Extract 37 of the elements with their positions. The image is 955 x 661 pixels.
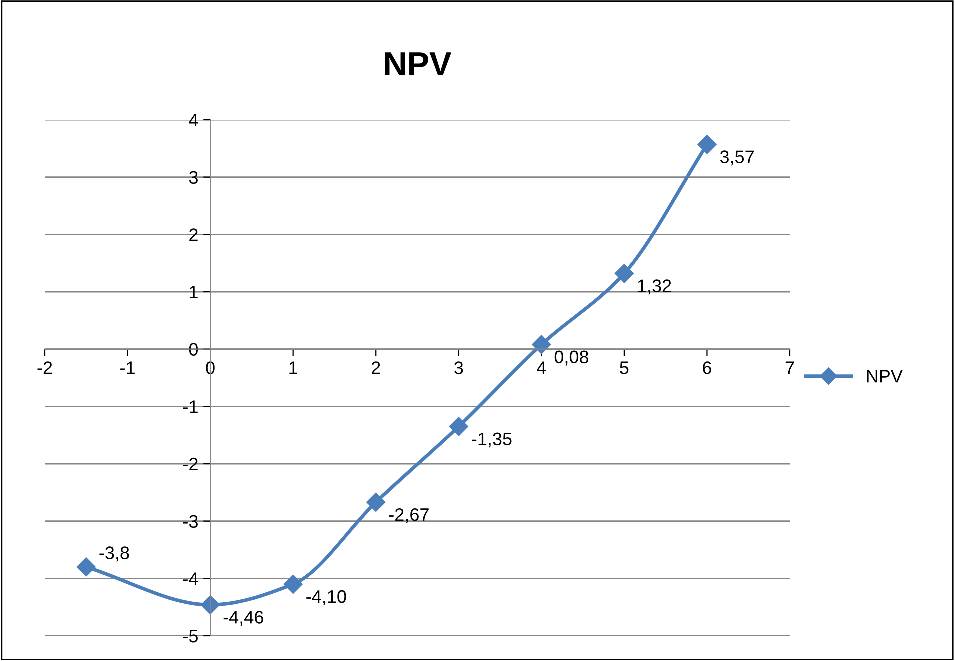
x-tick-label: -1 [120, 362, 135, 374]
x-tick-label: 6 [703, 362, 712, 374]
y-tick-label: -2 [184, 458, 198, 471]
y-tick-label: 1 [190, 286, 198, 299]
x-tick-label: 7 [786, 362, 794, 374]
chart-title: NPV [385, 52, 452, 76]
y-tick-label: 3 [189, 171, 198, 184]
point [698, 135, 717, 154]
data-label: -4,46 [224, 611, 264, 626]
legend-label: NPV [867, 370, 903, 383]
x-tick-label: 3 [454, 362, 464, 374]
point [614, 264, 634, 284]
data-label: -1,35 [472, 432, 512, 448]
y-tick-label: 0 [189, 343, 198, 356]
x-tick-label: 4 [537, 362, 546, 374]
data-label: -3,8 [100, 546, 130, 562]
x-tick-label: -2 [38, 362, 52, 374]
y-tick-label: -3 [184, 515, 198, 528]
y-tick-label: -1 [184, 400, 198, 414]
point [366, 492, 386, 512]
data-label: -2,67 [389, 508, 429, 524]
x-tick-label: 5 [620, 362, 629, 374]
point [449, 417, 468, 436]
point [201, 596, 220, 615]
data-label: 0,08 [554, 350, 589, 366]
point [284, 574, 303, 594]
point [76, 558, 96, 577]
point [532, 335, 552, 354]
data-label: 3,57 [720, 150, 754, 166]
y-tick-label: 2 [190, 228, 198, 242]
data-label: 1,32 [638, 280, 672, 295]
x-tick-label: 1 [290, 362, 298, 374]
y-tick-label: -5 [184, 630, 198, 643]
data-label: -4,10 [306, 590, 346, 606]
y-tick-label: 4 [189, 114, 198, 127]
x-tick-label: 2 [372, 362, 380, 374]
y-tick-label: -4 [184, 572, 198, 586]
